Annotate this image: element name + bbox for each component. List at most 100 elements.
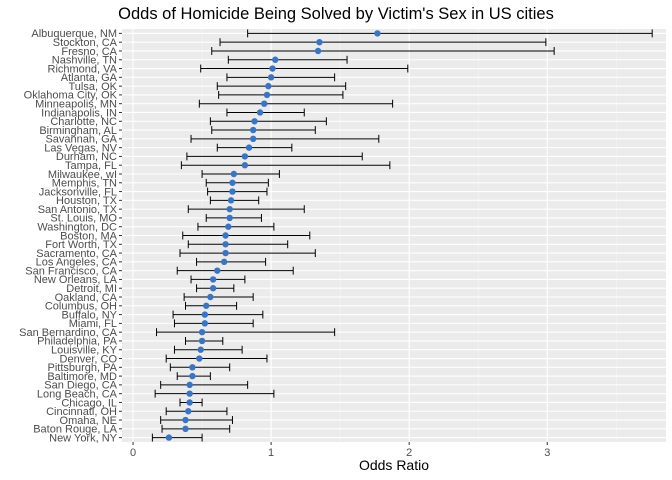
data-point xyxy=(186,390,193,397)
y-tick-label: Charlotte, NC xyxy=(50,116,117,128)
data-point xyxy=(230,170,238,178)
y-tick-label: Chicago, IL xyxy=(61,397,117,409)
y-tick-label: San Diego, CA xyxy=(44,380,117,392)
y-tick-label: St. Louis, MO xyxy=(50,213,117,225)
y-tick-label: Memphis, TN xyxy=(52,178,117,190)
data-point xyxy=(220,258,228,266)
x-tick-label: 3 xyxy=(544,447,550,459)
data-point xyxy=(314,47,322,55)
y-tick-label: Houston, TX xyxy=(56,195,118,207)
y-tick-label: Fort Worth, TX xyxy=(45,239,117,251)
data-point xyxy=(241,162,249,169)
y-tick-label: Las Vegas, NV xyxy=(44,142,117,154)
x-tick-label: 1 xyxy=(268,447,274,459)
data-point xyxy=(189,364,196,371)
data-point xyxy=(249,135,257,143)
data-point xyxy=(201,320,209,327)
x-axis: 0 1 2 3 xyxy=(130,442,550,459)
y-tick-label: Buffalo, NY xyxy=(62,309,118,321)
data-point xyxy=(201,311,209,318)
y-tick-label: Indianapolis, IN xyxy=(41,107,117,119)
data-point xyxy=(272,56,279,63)
y-tick-label: Tulsa, OK xyxy=(69,81,118,93)
y-tick-label: Denver, CO xyxy=(60,353,118,365)
y-tick-label: Atlanta, GA xyxy=(61,72,118,84)
y-tick-label: Birmingham, AL xyxy=(39,125,117,137)
y-tick-label: San Francisco, CA xyxy=(25,265,117,277)
data-point xyxy=(203,302,210,309)
y-tick-label: Long Beach, CA xyxy=(37,388,118,400)
data-point xyxy=(225,223,232,230)
data-point xyxy=(182,416,189,424)
data-point xyxy=(263,91,271,99)
y-tick-label: Pittsburgh, PA xyxy=(48,362,118,374)
y-tick-label: Boston, MA xyxy=(60,230,118,242)
y-tick-label: Baton Rouge, LA xyxy=(33,424,117,436)
y-tick-label: Oklahoma City, OK xyxy=(24,90,118,102)
y-tick-label: Louisville, KY xyxy=(51,345,118,357)
x-tick-label: 2 xyxy=(406,447,412,459)
data-point xyxy=(269,65,276,72)
data-point xyxy=(261,100,268,107)
data-point xyxy=(222,249,229,257)
y-tick-label: Nashville, TN xyxy=(52,55,117,67)
y-tick-label: Tampa, FL xyxy=(65,160,117,172)
data-point xyxy=(197,346,204,353)
data-point xyxy=(229,188,236,195)
data-point xyxy=(182,425,189,433)
y-tick-label: Durham, NC xyxy=(56,151,117,163)
y-tick-label: Milwaukee, wI xyxy=(48,169,117,181)
data-point xyxy=(189,372,196,380)
y-tick-label: Sacramento, CA xyxy=(36,248,117,260)
data-point xyxy=(267,74,275,81)
data-point xyxy=(249,126,257,134)
data-point xyxy=(186,399,193,406)
y-tick-label: San Antonio, TX xyxy=(38,204,118,216)
y-tick-label: Richmond, VA xyxy=(48,63,118,75)
data-point xyxy=(374,30,381,37)
y-tick-label: New Orleans, LA xyxy=(34,274,118,286)
data-point xyxy=(196,355,203,362)
y-tick-label: Minneapolis, MN xyxy=(35,98,117,110)
data-point xyxy=(316,38,323,46)
data-point xyxy=(207,293,214,301)
y-tick-label: New York, NY xyxy=(49,432,118,444)
data-point xyxy=(265,82,272,90)
y-tick-label: Los Angeles, CA xyxy=(36,257,118,269)
data-point xyxy=(209,285,217,292)
y-tick-label: Jacksonville, FL xyxy=(39,186,117,198)
x-axis-title: Odds Ratio xyxy=(359,457,429,473)
data-point xyxy=(222,232,229,239)
data-point xyxy=(251,118,258,125)
data-point xyxy=(214,267,221,274)
y-tick-label: Philadelphia, PA xyxy=(37,336,118,348)
data-point xyxy=(241,153,249,160)
chart-title: Odds of Homicide Being Solved by Victim'… xyxy=(118,5,554,23)
data-point xyxy=(209,276,217,283)
y-tick-label: San Bernardino, CA xyxy=(19,327,117,339)
data-point xyxy=(198,328,206,336)
data-point xyxy=(186,381,193,389)
y-tick-label: Washington, DC xyxy=(37,222,117,234)
data-point xyxy=(226,214,233,222)
data-point xyxy=(198,337,206,345)
y-tick-label: Omaha, NE xyxy=(60,415,117,427)
data-point xyxy=(245,144,253,151)
y-tick-label: Oakland, CA xyxy=(55,292,118,304)
x-tick-label: 0 xyxy=(130,447,136,459)
y-tick-label: Stockton, CA xyxy=(53,37,118,49)
data-point xyxy=(165,434,173,441)
error-bars xyxy=(151,29,653,442)
data-point xyxy=(222,241,229,248)
y-tick-label: Columbus, OH xyxy=(45,301,117,313)
y-tick-label: Savannah, GA xyxy=(45,134,117,146)
y-tick-label: Fresno, CA xyxy=(61,46,117,58)
y-tick-label: Miami, FL xyxy=(69,318,117,330)
data-point xyxy=(229,179,236,186)
y-tick-label: Detroit, MI xyxy=(66,283,117,295)
y-tick-label: Albuquerque, NM xyxy=(31,28,117,40)
y-tick-label: Cincinnati, OH xyxy=(46,406,117,418)
data-point xyxy=(226,205,233,213)
